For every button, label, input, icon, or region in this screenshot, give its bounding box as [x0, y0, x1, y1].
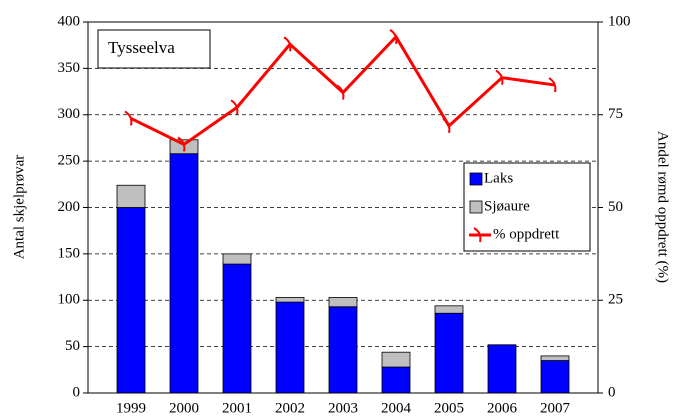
legend-marker	[473, 227, 482, 243]
x-tick-label: 2006	[487, 400, 518, 416]
x-tick-label: 2002	[275, 400, 305, 416]
annotation: Tysseelva	[108, 38, 175, 57]
bar	[116, 207, 146, 394]
bar	[275, 301, 305, 394]
line-marker	[389, 28, 398, 45]
bar	[381, 366, 411, 394]
y2-tick-label: 50	[608, 199, 623, 215]
legend-swatch	[469, 172, 483, 186]
bar	[540, 360, 570, 394]
bar	[328, 297, 358, 308]
plot-frame	[87, 21, 599, 394]
bar	[434, 312, 464, 394]
bar	[434, 305, 464, 314]
x-tick-label: 2004	[381, 400, 412, 416]
line-marker	[336, 84, 345, 100]
x-tick-label: 2000	[169, 400, 199, 416]
line-marker	[495, 69, 504, 85]
y-axis-label: Antal skjelprøvar	[11, 155, 27, 260]
y-tick-label: 250	[58, 153, 81, 169]
legend-label: Sjøaure	[484, 198, 530, 214]
line-marker	[283, 36, 292, 52]
bar	[116, 184, 146, 208]
line-marker	[230, 99, 239, 115]
y-tick-label: 200	[58, 199, 81, 215]
line-marker	[177, 136, 186, 152]
annotation-box	[97, 29, 211, 69]
y-tick-label: 100	[58, 292, 81, 308]
bar	[487, 344, 517, 394]
x-tick-label: 1999	[116, 400, 146, 416]
y-tick-label: 50	[65, 338, 80, 354]
y-tick-label: 150	[58, 245, 81, 261]
legend-label: Laks	[484, 170, 513, 186]
legend-label: % oppdrett	[493, 226, 560, 242]
x-tick-label: 2005	[434, 400, 464, 416]
bar	[222, 253, 252, 265]
legend-swatch	[469, 200, 483, 214]
bar	[540, 355, 570, 361]
line-marker	[548, 77, 557, 93]
x-tick-label: 2007	[540, 400, 571, 416]
line-marker	[124, 110, 133, 126]
y2-tick-label: 75	[608, 106, 623, 122]
bar	[328, 306, 358, 394]
y-tick-label: 0	[73, 384, 81, 400]
x-tick-label: 2001	[222, 400, 252, 416]
bar	[169, 153, 199, 394]
x-tick-label: 2003	[328, 400, 358, 416]
line-marker	[442, 118, 451, 134]
y-tick-label: 300	[58, 106, 81, 122]
y2-tick-label: 25	[608, 292, 623, 308]
y2-tick-label: 100	[608, 13, 631, 29]
y2-axis-label: Andel rømd oppdrett (%)	[655, 131, 671, 283]
y2-tick-label: 0	[608, 384, 616, 400]
y-tick-label: 350	[58, 60, 81, 76]
y-tick-label: 400	[58, 13, 81, 29]
bar	[275, 297, 305, 303]
bar	[381, 351, 411, 368]
bar	[222, 263, 252, 394]
